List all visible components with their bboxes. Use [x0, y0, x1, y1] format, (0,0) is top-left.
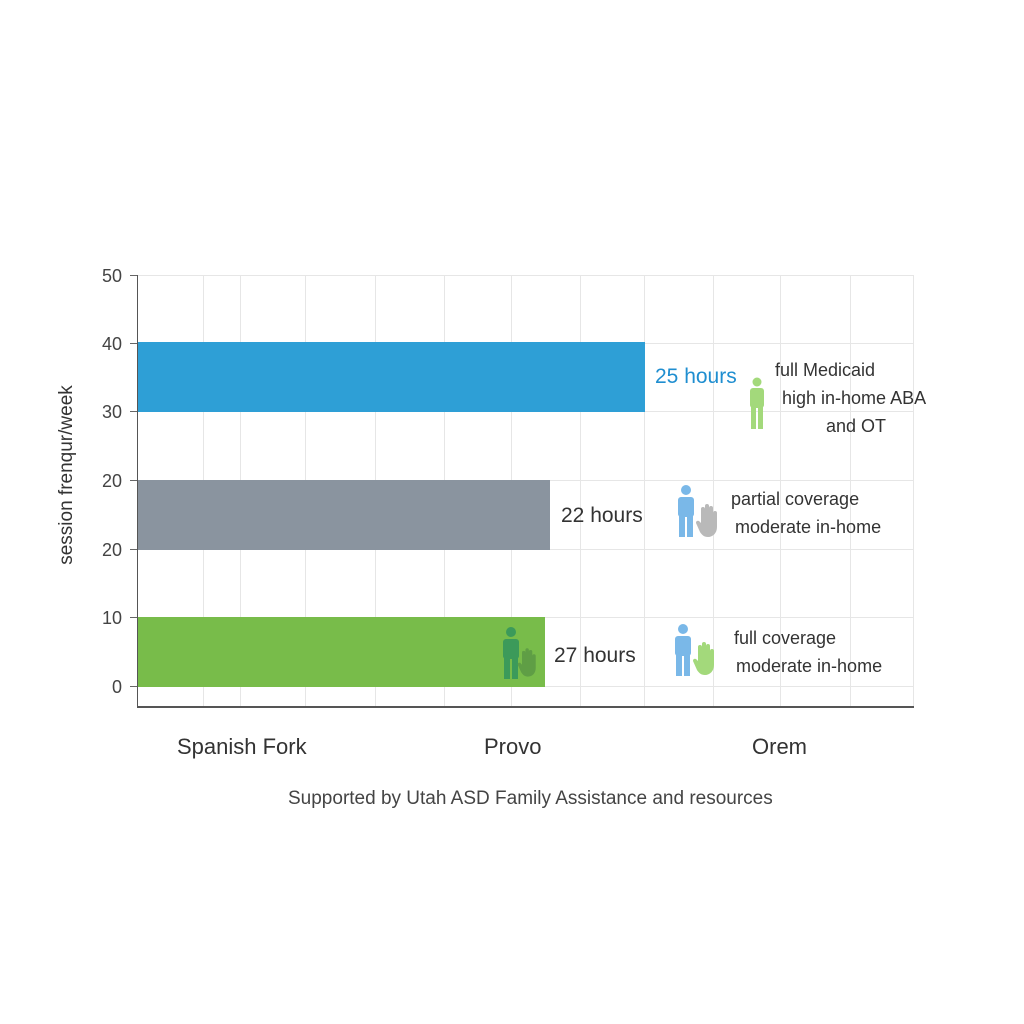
bar-value-label: 27 hours	[554, 644, 636, 667]
y-tick	[130, 480, 137, 481]
bar-partial-coverage	[138, 480, 550, 550]
person-icon	[503, 627, 519, 679]
bar-note-line: and OT	[826, 416, 887, 436]
hand-icon	[692, 642, 714, 675]
gridline	[137, 275, 914, 276]
hand-icon	[695, 504, 717, 537]
y-tick	[130, 343, 137, 344]
person-icon	[675, 624, 691, 676]
bar-full-coverage	[138, 617, 545, 687]
y-tick-label: 20	[101, 471, 122, 491]
x-category-label: Provo	[484, 734, 542, 759]
y-tick-label: 50	[101, 266, 122, 286]
gridline	[780, 275, 781, 708]
x-category-label: Spanish Fork	[177, 734, 307, 759]
y-tick-label: 30	[101, 402, 122, 422]
person-icon	[750, 377, 764, 429]
gridline	[850, 275, 851, 708]
bar-note-line: full coverage	[734, 628, 837, 648]
gridline	[580, 275, 581, 708]
y-tick	[130, 617, 137, 618]
y-tick	[130, 686, 137, 687]
plot-area	[137, 275, 914, 708]
y-tick-label: 10	[101, 608, 122, 628]
y-tick-label: 0	[111, 677, 122, 697]
bar-note-line: moderate in-home	[736, 656, 883, 676]
bar-note-line: moderate in-home	[735, 517, 882, 537]
y-tick-label: 20	[101, 540, 122, 560]
y-tick	[130, 411, 137, 412]
bar-note-line: partial coverage	[731, 489, 860, 509]
bar-note-line: full Medicaid	[775, 360, 876, 380]
bar-value-label: 22 hours	[561, 504, 643, 527]
y-tick	[130, 549, 137, 550]
y-tick	[130, 275, 137, 276]
gridline	[713, 275, 714, 708]
footer-caption: Supported by Utah ASD Family Assistance …	[288, 788, 773, 809]
y-tick-label: 40	[101, 334, 122, 354]
bar-value-label: 25 hours	[655, 365, 737, 388]
hand-icon	[517, 648, 536, 677]
person-icon	[678, 485, 694, 537]
bar-note-line: high in-home ABA	[782, 388, 927, 408]
y-axis-title: session frenqur/week	[56, 385, 77, 565]
x-category-label: Orem	[752, 734, 807, 759]
gridline	[644, 275, 645, 708]
bar-full-medicaid	[138, 342, 645, 412]
gridline	[913, 275, 914, 708]
